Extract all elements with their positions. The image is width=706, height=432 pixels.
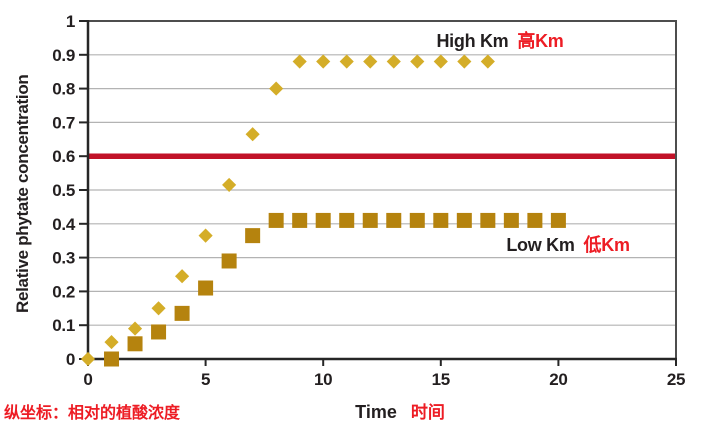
low-km-point: [480, 212, 496, 228]
high-km-point: [457, 54, 472, 69]
x-tick-label: 5: [201, 370, 210, 389]
low-km-point: [550, 212, 566, 228]
low-km-point: [198, 280, 214, 296]
x-tick-label: 15: [432, 370, 450, 389]
low-km-point: [221, 253, 237, 269]
low-km-point: [362, 212, 378, 228]
high-km-point: [339, 54, 354, 69]
high-km-point: [386, 54, 401, 69]
legend-low-km-cn: 低Km: [583, 235, 630, 255]
y-axis-note-cn: 纵坐标：相对的植酸浓度: [4, 405, 181, 422]
low-km-point: [127, 336, 143, 352]
low-km-point: [503, 212, 519, 228]
legend-low-km: Low Km 低Km: [488, 231, 648, 257]
y-axis-title: Relative phytate concentration: [13, 74, 32, 313]
low-km-point: [315, 212, 331, 228]
high-km-point: [127, 321, 143, 336]
x-axis-title-en: Time: [355, 402, 397, 422]
low-km-point: [104, 351, 120, 367]
high-km-point: [104, 335, 119, 350]
high-km-point: [151, 301, 166, 316]
low-km-point: [386, 212, 402, 228]
high-km-point: [245, 127, 260, 142]
high-km-point: [480, 54, 495, 69]
x-axis-title: Time 时间: [310, 398, 490, 423]
high-km-point: [269, 81, 284, 96]
high-km-point: [363, 54, 378, 69]
high-km-point: [198, 228, 213, 243]
y-tick-label: 0: [66, 350, 75, 369]
low-km-point: [151, 324, 167, 340]
y-tick-label: 0.8: [52, 80, 75, 99]
high-km-point: [410, 54, 425, 69]
y-tick-label: 0.6: [52, 147, 75, 166]
low-km-point: [174, 305, 190, 321]
low-km-point: [339, 212, 355, 228]
y-tick-label: 0.2: [52, 282, 75, 301]
high-km-point: [80, 351, 96, 367]
high-km-point: [292, 54, 307, 69]
legend-low-km-en: Low Km: [506, 235, 575, 255]
low-km-point: [292, 212, 308, 228]
x-axis-title-cn: 时间: [410, 403, 445, 422]
y-tick-label: 1: [66, 12, 75, 31]
high-km-point: [433, 54, 448, 69]
legend-high-km-en: High Km: [436, 31, 509, 51]
low-km-point: [433, 212, 449, 228]
y-tick-label: 0.3: [52, 249, 75, 268]
low-km-point: [456, 212, 472, 228]
y-tick-label: 0.4: [52, 215, 76, 234]
y-tick-label: 0.7: [52, 113, 75, 132]
y-tick-label: 0.5: [52, 181, 75, 200]
low-km-point: [527, 212, 543, 228]
x-tick-label: 10: [314, 370, 332, 389]
low-km-point: [268, 212, 284, 228]
low-km-point: [409, 212, 425, 228]
legend-high-km: High Km 高Km: [420, 27, 580, 53]
high-km-point: [222, 177, 237, 193]
low-km-point: [245, 228, 261, 244]
legend-high-km-cn: 高Km: [517, 31, 564, 51]
x-tick-label: 25: [667, 370, 685, 389]
high-km-point: [175, 269, 190, 284]
y-tick-label: 0.1: [52, 316, 75, 335]
x-tick-label: 20: [549, 370, 567, 389]
x-tick-label: 0: [83, 370, 92, 389]
high-km-point: [316, 54, 331, 69]
y-tick-label: 0.9: [52, 46, 75, 65]
